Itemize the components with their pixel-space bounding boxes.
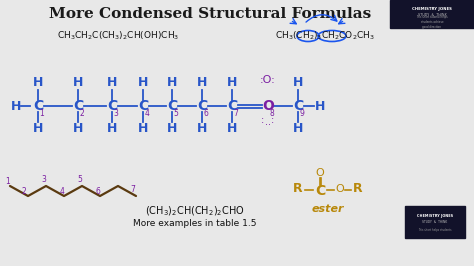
Text: STUDY  &  THINK: STUDY & THINK [418,13,447,17]
Text: H: H [107,123,117,135]
Bar [390,0,474,28]
Text: 1: 1 [6,177,10,185]
Text: C: C [293,99,303,113]
Text: C: C [138,99,148,113]
Text: H: H [293,123,303,135]
Text: :: : [272,115,274,125]
Text: $\mathregular{(CH_3)_2CH(CH_2)_2CHO}$: $\mathregular{(CH_3)_2CH(CH_2)_2CHO}$ [145,204,245,218]
Text: 7: 7 [130,185,136,194]
Text: O: O [262,99,274,113]
Text: STUDY  &  THINK: STUDY & THINK [422,220,447,224]
Text: CHEMISTRY JONES: CHEMISTRY JONES [417,214,453,218]
Text: H: H [107,77,117,89]
Text: 3: 3 [42,176,46,185]
Text: H: H [138,77,148,89]
Text: 8: 8 [270,109,274,118]
Text: H: H [11,99,21,113]
Text: C: C [167,99,177,113]
Text: H: H [73,77,83,89]
Text: O: O [316,168,324,178]
Text: H: H [227,77,237,89]
Text: CHEMISTRY JONES: CHEMISTRY JONES [412,7,452,11]
Text: C: C [315,184,325,198]
Text: H: H [138,123,148,135]
Text: $\mathregular{CH_3(CH_2)_3CH_2CO_2CH_3}$: $\mathregular{CH_3(CH_2)_3CH_2CO_2CH_3}$ [275,30,375,42]
Text: H: H [167,123,177,135]
Text: H: H [197,77,207,89]
Text: H: H [73,123,83,135]
Text: 1: 1 [40,109,45,118]
Text: H: H [315,99,325,113]
Text: H: H [197,123,207,135]
Text: R: R [353,182,363,196]
Text: H: H [227,123,237,135]
Text: H: H [293,77,303,89]
Text: 5: 5 [78,176,82,185]
Text: C: C [73,99,83,113]
Text: ester: ester [312,204,344,214]
Text: More examples in table 1.5: More examples in table 1.5 [133,218,257,227]
Text: R: R [293,182,303,196]
Text: H: H [167,77,177,89]
Text: 2: 2 [80,109,84,118]
Text: 3: 3 [114,109,118,118]
Text: $\mathregular{CH_3CH_2C(CH_3)_2CH(OH)CH_3}$: $\mathregular{CH_3CH_2C(CH_3)_2CH(OH)CH_… [57,30,179,42]
Text: C: C [227,99,237,113]
Text: :O:: :O: [260,75,276,85]
Text: 4: 4 [145,109,149,118]
Text: H: H [33,77,43,89]
Text: More Condensed Structural Formulas: More Condensed Structural Formulas [49,7,371,21]
Text: 6: 6 [203,109,209,118]
Text: C: C [197,99,207,113]
Text: This short tutorial helps
students achieve
good direction: This short tutorial helps students achie… [416,15,448,29]
Text: H: H [33,123,43,135]
Text: 7: 7 [234,109,238,118]
Text: C: C [107,99,117,113]
Text: C: C [33,99,43,113]
Text: This short helps students: This short helps students [418,228,452,232]
Text: 4: 4 [60,188,64,197]
Text: ..: .. [265,117,271,127]
Text: O: O [336,184,345,194]
Text: 6: 6 [96,188,100,197]
Text: 2: 2 [22,186,27,196]
Text: :: : [261,115,264,125]
Text: 5: 5 [173,109,178,118]
Text: 9: 9 [300,109,304,118]
Bar [405,206,465,238]
